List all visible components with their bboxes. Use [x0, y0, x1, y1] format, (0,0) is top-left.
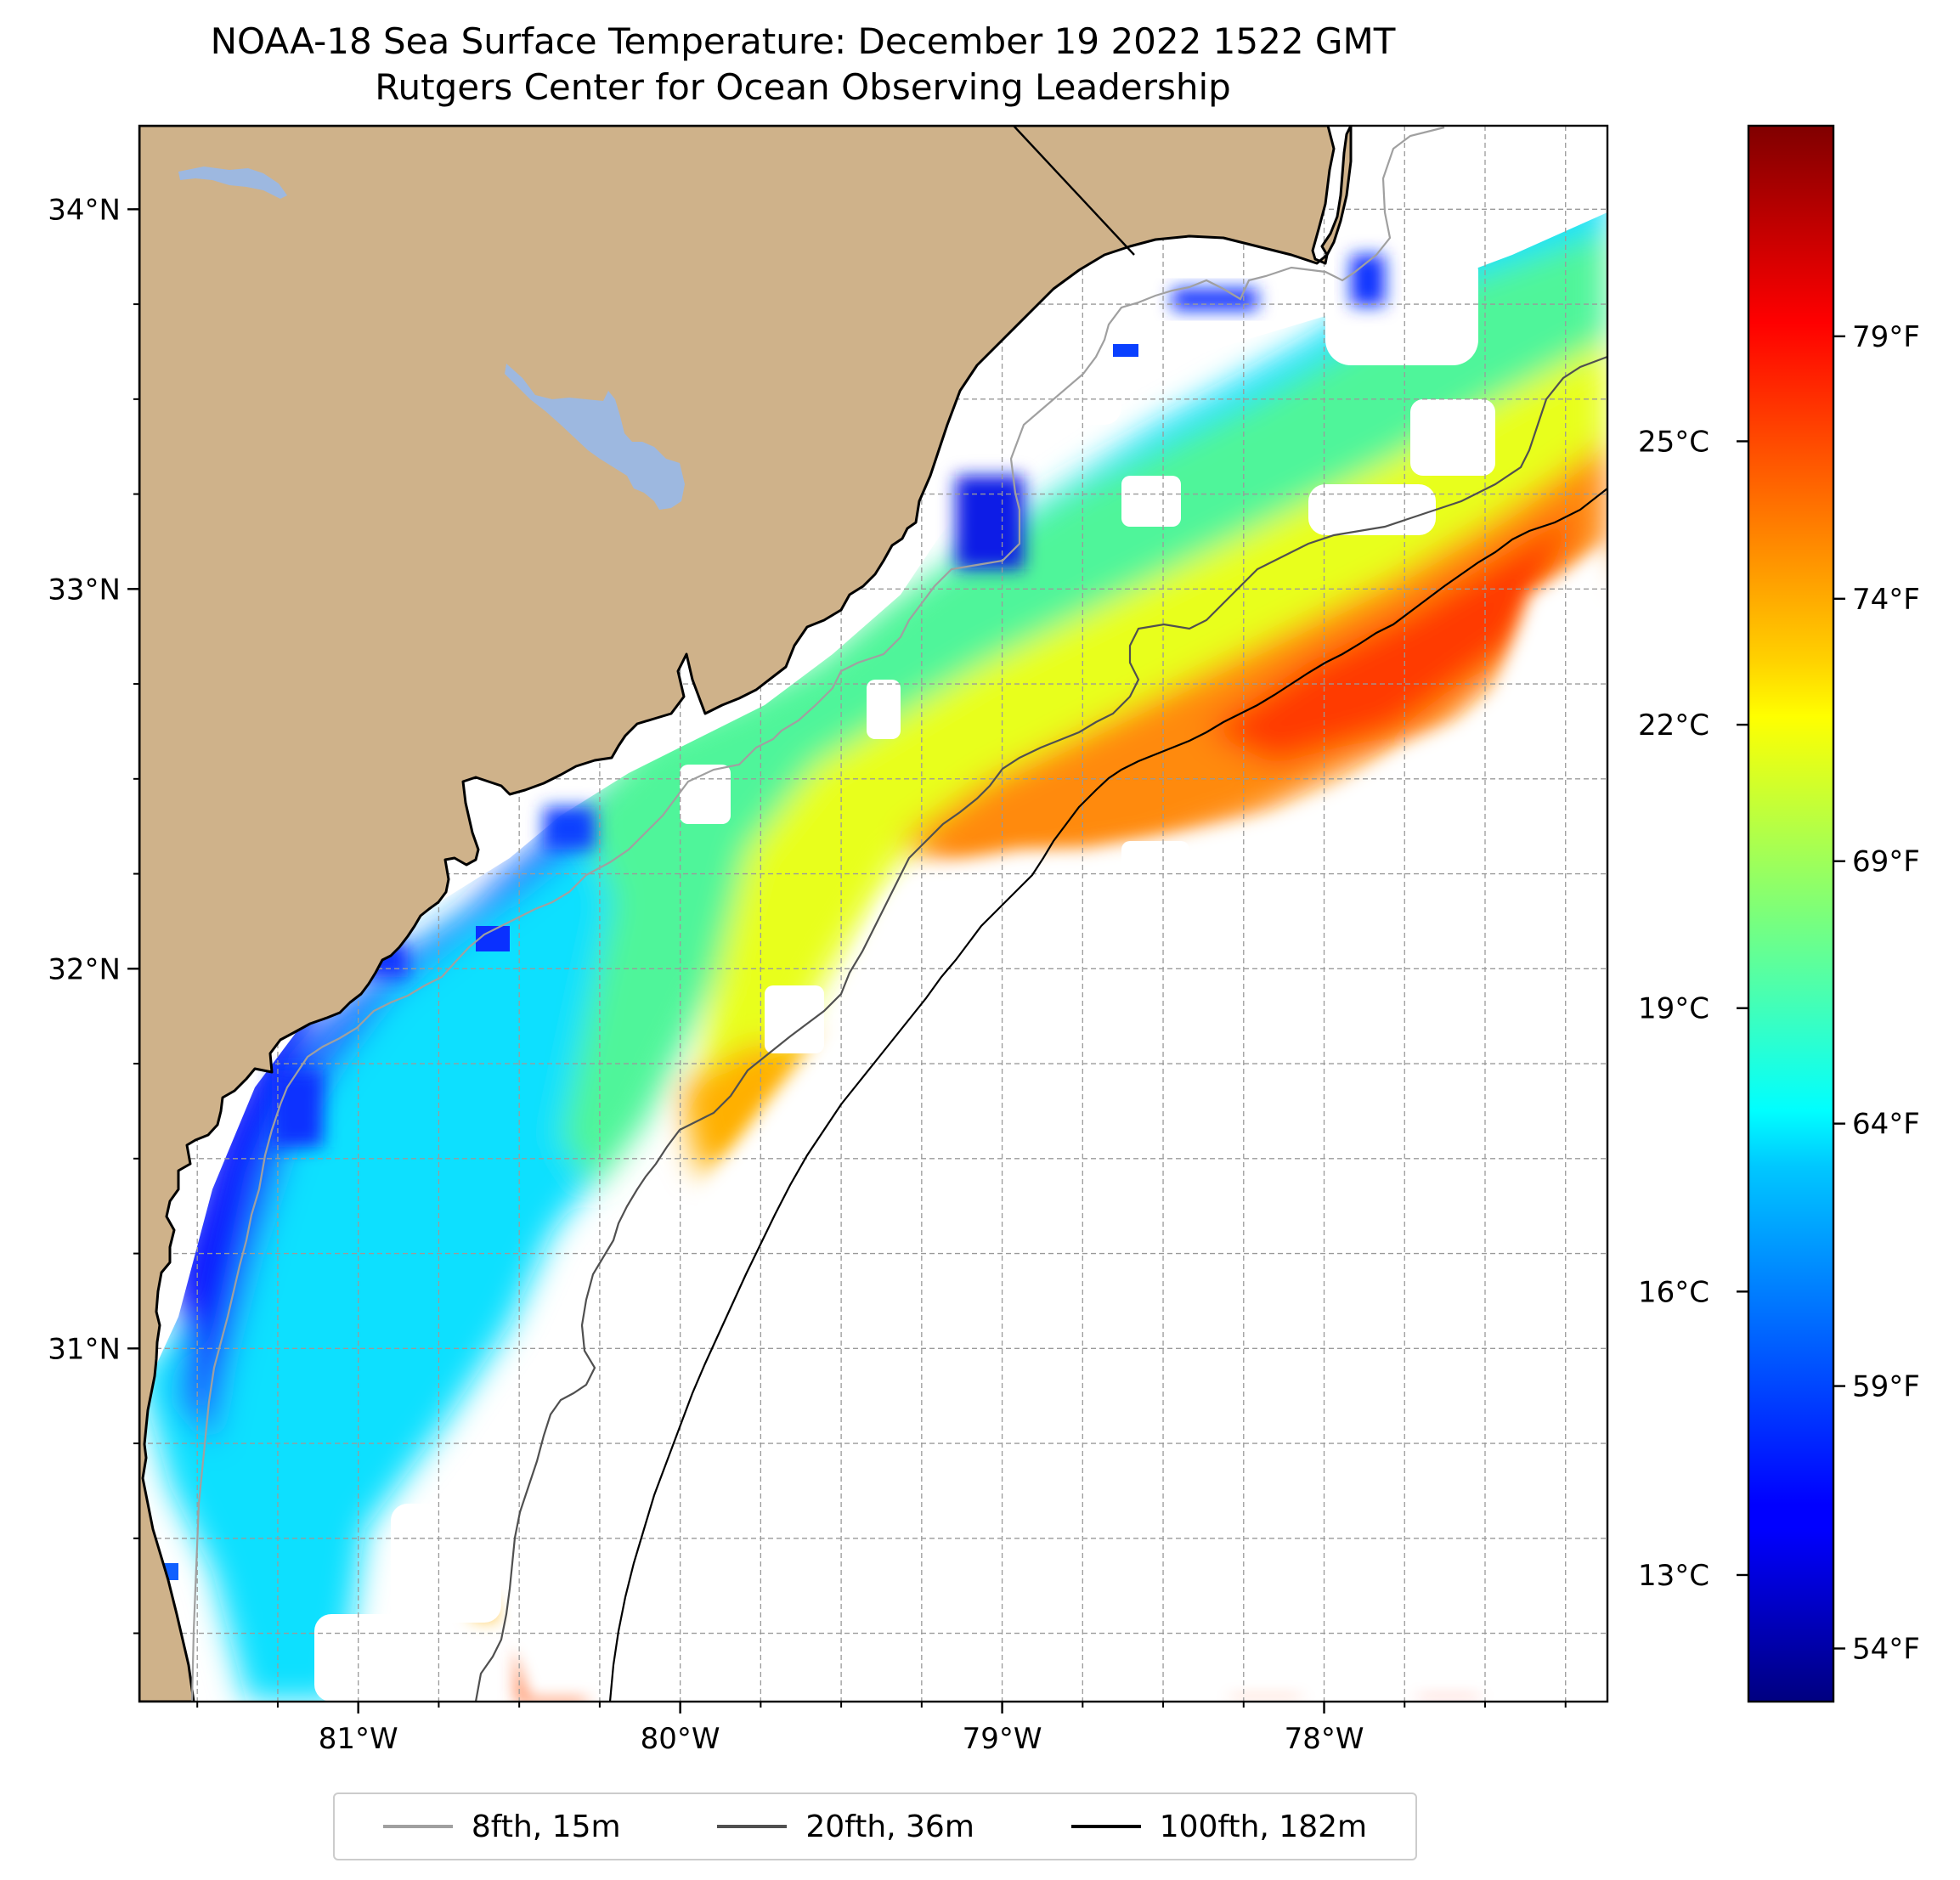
colorbar-fahrenheit-label: 79°F — [1852, 320, 1920, 354]
lake-murray — [505, 364, 685, 510]
contour-100fth — [608, 488, 1607, 1702]
plot-area — [139, 126, 1607, 1702]
lon-tick-label: 78°W — [1285, 1722, 1364, 1756]
colorbar-fahrenheit-label: 64°F — [1852, 1108, 1920, 1142]
graticule — [139, 126, 1607, 1702]
longitude-axis: 81°W 80°W 79°W 78°W — [196, 1702, 1567, 1756]
legend-item-100fth: 100fth, 182m — [1070, 1809, 1368, 1844]
lon-tick-label: 81°W — [319, 1722, 398, 1756]
colorbar-celsius-ticks: 13°C 16°C 19°C 22°C 25°C — [1638, 425, 1748, 1593]
land-mass — [139, 126, 1353, 1702]
lon-tick-label: 80°W — [641, 1722, 720, 1756]
colorbar-fahrenheit-label: 69°F — [1852, 845, 1920, 879]
legend-label-100fth: 100fth, 182m — [1159, 1809, 1368, 1844]
lat-tick-label: 31°N — [48, 1332, 121, 1366]
lake-marion — [178, 167, 287, 199]
colorbar-celsius-label: 13°C — [1638, 1559, 1709, 1593]
bathymetry-contours — [190, 126, 1607, 1702]
lakes — [178, 167, 685, 510]
legend-item-20fth: 20fth, 36m — [717, 1809, 974, 1844]
colorbar-celsius-label: 22°C — [1638, 709, 1709, 742]
legend: 8fth, 15m 20fth, 36m 100fth, 182m — [333, 1792, 1417, 1860]
lat-tick-label: 33°N — [48, 573, 121, 607]
legend-swatch-8fth — [382, 1825, 453, 1828]
colorbar-fahrenheit-label: 59°F — [1852, 1370, 1920, 1404]
colorbar-fahrenheit-label: 54°F — [1852, 1632, 1920, 1666]
contour-8fth — [190, 126, 1445, 1702]
colorbar: 13°C 16°C 19°C 22°C 25°C 54°F 59°F 64°F 69°F 74°… — [1638, 124, 1920, 1703]
colorbar-fahrenheit-ticks: 54°F 59°F 64°F 69°F 74°F 79°F — [1833, 320, 1920, 1666]
legend-item-8fth: 8fth, 15m — [382, 1809, 621, 1844]
colorbar-fahrenheit-label: 74°F — [1852, 583, 1920, 617]
colorbar-celsius-label: 16°C — [1638, 1275, 1709, 1309]
lon-tick-label: 79°W — [963, 1722, 1042, 1756]
contour-20fth — [474, 355, 1607, 1702]
title-line-2: Rutgers Center for Ocean Observing Leade… — [375, 66, 1231, 108]
lat-tick-label: 34°N — [48, 193, 121, 227]
title-line-1: NOAA-18 Sea Surface Temperature: Decembe… — [210, 20, 1396, 62]
lat-tick-label: 32°N — [48, 952, 121, 986]
colorbar-celsius-label: 25°C — [1638, 425, 1709, 459]
state-border — [1013, 125, 1135, 256]
legend-label-8fth: 8fth, 15m — [471, 1809, 621, 1844]
colorbar-celsius-label: 19°C — [1638, 992, 1709, 1026]
legend-swatch-20fth — [717, 1825, 788, 1828]
legend-swatch-100fth — [1070, 1825, 1141, 1828]
colorbar-gradient — [1747, 124, 1835, 1703]
latitude-axis: 31°N 32°N 33°N 34°N — [48, 193, 139, 1634]
plot-frame — [138, 124, 1609, 1703]
land — [139, 126, 1353, 1702]
legend-label-20fth: 20fth, 36m — [805, 1809, 974, 1844]
